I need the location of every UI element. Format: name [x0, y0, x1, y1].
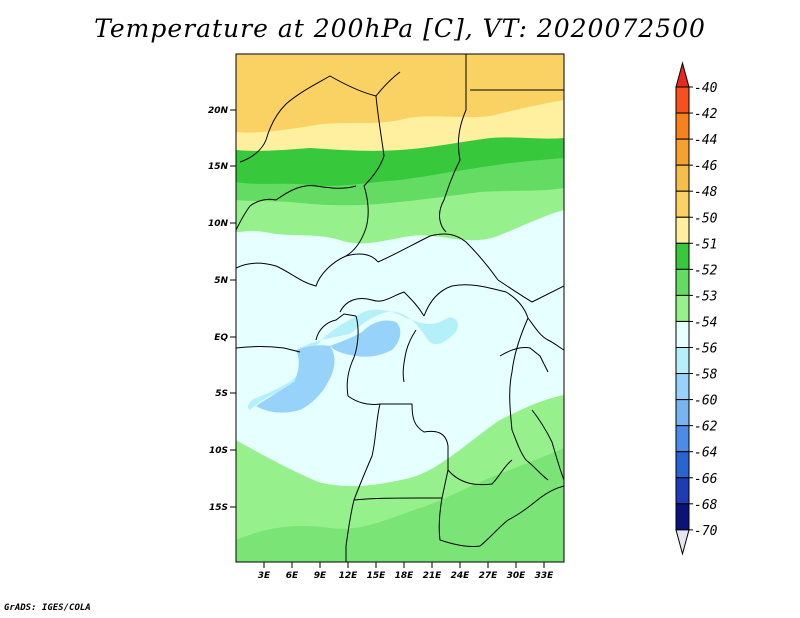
lon-label: 12E [339, 571, 359, 581]
colorbar-swatch [675, 347, 690, 375]
colorbar-swatch [675, 477, 690, 505]
colorbar-swatch [675, 373, 690, 401]
colorbar-label: -44 [694, 133, 717, 148]
colorbar-label: -50 [694, 211, 718, 226]
colorbar-label: -64 [694, 446, 717, 461]
map-title: Temperature at 200hPa [C], VT: 202007250… [94, 14, 706, 43]
colorbar-label: -48 [694, 185, 718, 200]
colorbar-label: -46 [694, 159, 718, 174]
colorbar-label: -62 [694, 420, 718, 435]
field-band-blue-patch [248, 309, 458, 410]
lat-label: 5N [214, 276, 228, 286]
colorbar-swatch [675, 190, 690, 218]
colorbar-label: -52 [694, 263, 718, 278]
colorbar-swatch [675, 503, 690, 531]
lat-label: 5S [215, 389, 228, 399]
lon-label: 24E [451, 571, 471, 581]
colorbar-swatch [675, 451, 690, 479]
country-borders [236, 54, 564, 562]
field-band-blue-patch-2 [256, 345, 335, 413]
colorbar-label: -66 [694, 472, 718, 487]
credit-text: GrADS: IGES/COLA [4, 603, 91, 613]
colorbar-swatch [675, 294, 690, 322]
lat-label: 15N [208, 162, 229, 172]
lon-label: 6E [286, 571, 299, 581]
lat-labels: 20N 15N 10N 5N EQ 5S 10S 15S [208, 106, 229, 513]
lon-label: 3E [258, 571, 271, 581]
lon-label: 30E [507, 571, 527, 581]
colorbar-label: -56 [694, 342, 718, 357]
colorbar-label: -53 [694, 289, 717, 304]
lat-label: 10S [209, 446, 228, 456]
lon-label: 33E [535, 571, 555, 581]
map-field [236, 54, 564, 562]
colorbar-label: -54 [694, 315, 717, 330]
lon-label: 15E [367, 571, 387, 581]
colorbar-arrow-top [675, 61, 690, 88]
colorbar-swatch [675, 86, 690, 114]
colorbar-swatch [675, 138, 690, 166]
colorbar-label: -40 [694, 81, 718, 96]
lat-label: EQ [214, 333, 228, 343]
colorbar-swatch [675, 320, 690, 349]
colorbar-swatch [675, 112, 690, 140]
lat-label: 15S [209, 503, 228, 513]
lon-label: 9E [314, 571, 327, 581]
field-band-yellow [236, 54, 564, 133]
colorbar-label: -60 [694, 394, 718, 409]
field-band-south-mid [236, 448, 564, 562]
colorbar-label: -58 [694, 368, 718, 383]
colorbar-swatch [675, 242, 690, 270]
colorbar-label: -68 [694, 498, 718, 513]
map-frame [235, 53, 565, 563]
colorbar-swatch [675, 164, 690, 192]
field-band-blue-patch-3 [330, 320, 401, 357]
colorbar-swatch [675, 425, 690, 453]
colorbar-arrow-bottom [675, 529, 690, 556]
colorbar-label: -70 [694, 524, 718, 539]
colorbar-swatch [675, 268, 690, 296]
lon-label: 18E [395, 571, 415, 581]
colorbar-swatch [675, 399, 690, 427]
colorbar-swatch [675, 216, 690, 244]
lon-label: 27E [479, 571, 499, 581]
colorbar-label: -42 [694, 107, 718, 122]
lon-labels: 3E 6E 9E 12E 15E 18E 21E 24E 27E 30E 33E [258, 571, 554, 581]
lat-label: 10N [208, 219, 229, 229]
colorbar: -40 -42 -44 -46 -48 -50 -51 -52 -53 -54 -56 -58 -60 -… [675, 61, 718, 556]
lat-label: 20N [208, 106, 229, 116]
lon-label: 21E [423, 571, 443, 581]
colorbar-label: -51 [694, 237, 717, 252]
